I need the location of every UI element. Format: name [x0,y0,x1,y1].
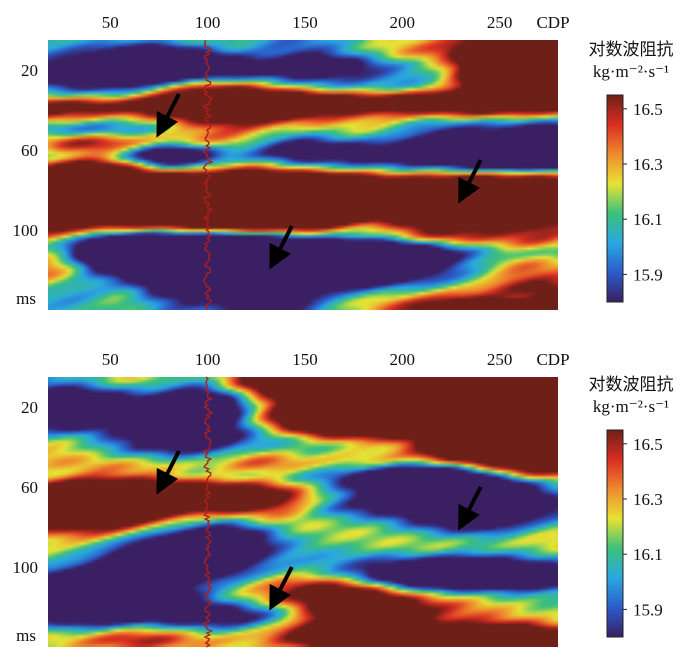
y-tick-label: 60 [21,141,38,160]
annotation-arrow [156,450,181,495]
y-tick-label: 20 [21,398,38,417]
well-log-trace [201,376,214,648]
annotation-arrow [458,159,483,204]
x-tick-label: 150 [292,350,318,369]
annotation-arrow [156,93,181,138]
colorbar [606,94,624,303]
colorbar [606,429,624,638]
impedance-section-image [48,40,558,310]
impedance-section-image [48,377,558,647]
chart-panel-1: 50 100 150 200 250 CDP 20 60 100 ms 对数波阻抗 kg·m⁻²·s⁻… [13,13,674,311]
x-tick-label: 150 [292,13,318,32]
x-tick-label: 250 [487,350,513,369]
y-tick-label: 20 [21,61,38,80]
colorbar-tick-label: 15.9 [633,265,663,284]
x-tick-label: 250 [487,13,513,32]
well-log-trace [202,39,214,311]
colorbar-tick-label: 16.5 [633,100,663,119]
x-tick-label: 50 [102,350,119,369]
colorbar-tick-label: 16.1 [633,210,663,229]
x-tick-label: 200 [390,13,416,32]
x-axis-label: CDP [536,13,569,32]
y-tick-label: 60 [21,478,38,497]
y-axis-label: ms [16,289,36,308]
colorbar-tick-label: 16.3 [633,490,663,509]
annotation-arrow [269,225,294,270]
colorbar-unit: kg·m⁻²·s⁻¹ [593,397,669,416]
colorbar-title: 对数波阻抗 [589,40,674,60]
colorbar-tick-label: 16.1 [633,545,663,564]
x-tick-label: 100 [195,13,221,32]
x-tick-label: 200 [390,350,416,369]
y-tick-label: 100 [13,221,39,240]
colorbar-tick-label: 16.3 [633,155,663,174]
y-axis-label: ms [16,626,36,645]
x-tick-label: 100 [195,350,221,369]
colorbar-title: 对数波阻抗 [589,375,674,395]
chart-panel-2: 50 100 150 200 250 CDP 20 60 100 ms 对数波阻抗 kg·m⁻²·s⁻… [13,350,674,648]
x-tick-label: 50 [102,13,119,32]
annotation-arrow [269,566,294,611]
colorbar-tick-label: 15.9 [633,600,663,619]
x-axis-label: CDP [536,350,569,369]
y-tick-label: 100 [13,558,39,577]
colorbar-tick-label: 16.5 [633,435,663,454]
colorbar-unit: kg·m⁻²·s⁻¹ [593,62,669,81]
annotation-arrow [458,486,483,531]
